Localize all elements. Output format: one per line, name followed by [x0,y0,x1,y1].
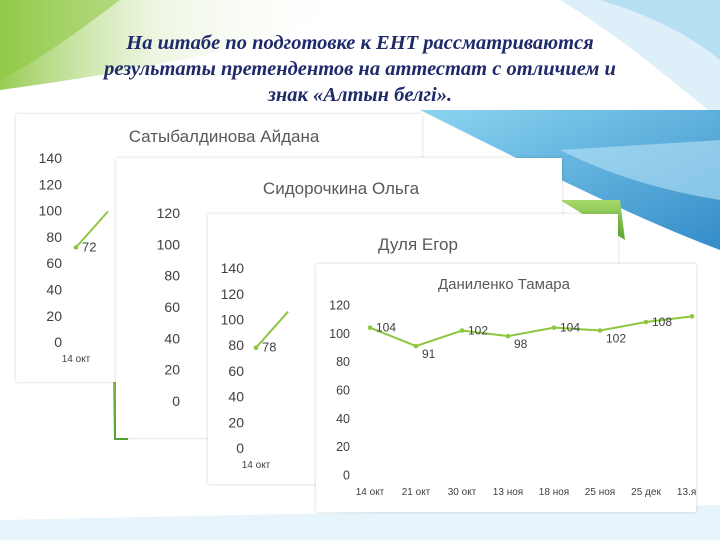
x-tick-label: 30 окт [448,487,477,498]
y-tick-label: 140 [221,260,245,276]
data-point [689,314,695,319]
data-point [73,245,79,250]
series-line [369,315,693,348]
chart-title: Сатыбалдинова Айдана [129,127,320,146]
y-tick-label: 0 [236,440,244,456]
y-tick-label: 140 [39,150,63,166]
y-tick-label: 40 [164,330,180,346]
chart-danilenko: Даниленко Тамара 0 20 40 60 80 100 120 14 окт 21 … [329,276,696,498]
data-point [367,325,373,330]
series-line [75,210,109,249]
y-tick-label: 60 [228,363,244,379]
y-tick-label: 100 [329,327,350,341]
y-tick-label: 20 [336,440,350,454]
y-tick-label: 40 [228,389,244,405]
chart-sidorochkina: Сидорочкина Ольга 0 20 40 60 80 100 120 [157,179,420,409]
x-tick-label: 25 ноя [585,487,615,498]
slide-title-line: На штабе по подготовке к ЕНТ рассматрива… [126,32,594,54]
x-tick-label: 18 ноя [539,487,569,498]
data-point [413,343,419,349]
x-tick-label: 14 окт [356,487,385,498]
series-line [255,311,289,349]
data-label: 104 [376,321,396,335]
slide-title-line: результаты претендентов на аттестат с от… [104,58,616,80]
y-tick-label: 60 [46,255,62,271]
y-tick-label: 80 [46,229,62,245]
slide-title-line: знак «Алтын белгі». [267,84,453,106]
y-tick-label: 20 [228,414,244,430]
y-tick-label: 40 [336,412,350,426]
y-tick-label: 100 [221,311,245,327]
chart-dulya: Дуля Егор 0 20 40 60 80 100 120 140 14 окт 78 [221,235,458,471]
data-point [643,319,649,325]
x-tick-label: 25 дек [631,487,661,498]
chart-title: Сидорочкина Ольга [263,179,420,198]
data-label: 102 [606,332,626,346]
y-tick-label: 80 [164,268,180,284]
x-tick-label: 13.янв [677,487,696,498]
y-tick-label: 80 [228,337,244,353]
data-label: 108 [652,315,672,329]
slide-title: На штабе по подготовке к ЕНТ рассматрива… [40,30,680,108]
x-tick-label: 13 ноя [493,487,523,498]
y-tick-label: 120 [157,205,181,221]
chart-satybaldinova: Сатыбалдинова Айдана 0 20 40 60 80 100 120 140 14… [39,127,320,365]
data-point [597,328,603,333]
chart-card-danilenko: Даниленко Тамара 0 20 40 60 80 100 120 14 окт 21 … [316,264,696,512]
data-point [459,328,465,333]
x-tick-label: 14 окт [242,460,271,471]
data-label: 91 [422,347,436,361]
data-label: 98 [514,337,528,351]
x-tick-label: 21 окт [402,487,431,498]
data-label: 78 [262,340,276,355]
y-tick-label: 20 [164,362,180,378]
y-tick-label: 60 [336,384,350,398]
y-tick-label: 60 [164,299,180,315]
y-tick-label: 120 [221,286,245,302]
data-point [253,345,259,351]
data-label: 104 [560,321,580,335]
y-tick-label: 0 [343,469,350,483]
data-point [551,325,557,330]
y-tick-label: 0 [54,334,62,350]
y-tick-label: 120 [39,176,63,192]
x-tick-label: 14 окт [62,354,91,365]
chart-title: Даниленко Тамара [438,276,571,293]
y-tick-label: 80 [336,355,350,369]
y-tick-label: 120 [329,299,350,313]
data-point [505,333,511,339]
y-tick-label: 100 [157,236,181,252]
y-tick-label: 100 [39,203,63,219]
y-tick-label: 20 [46,308,62,324]
data-label: 72 [82,239,96,254]
data-label: 102 [468,324,488,338]
y-tick-label: 40 [46,281,62,297]
y-tick-label: 0 [172,393,180,409]
chart-title: Дуля Егор [378,235,458,254]
